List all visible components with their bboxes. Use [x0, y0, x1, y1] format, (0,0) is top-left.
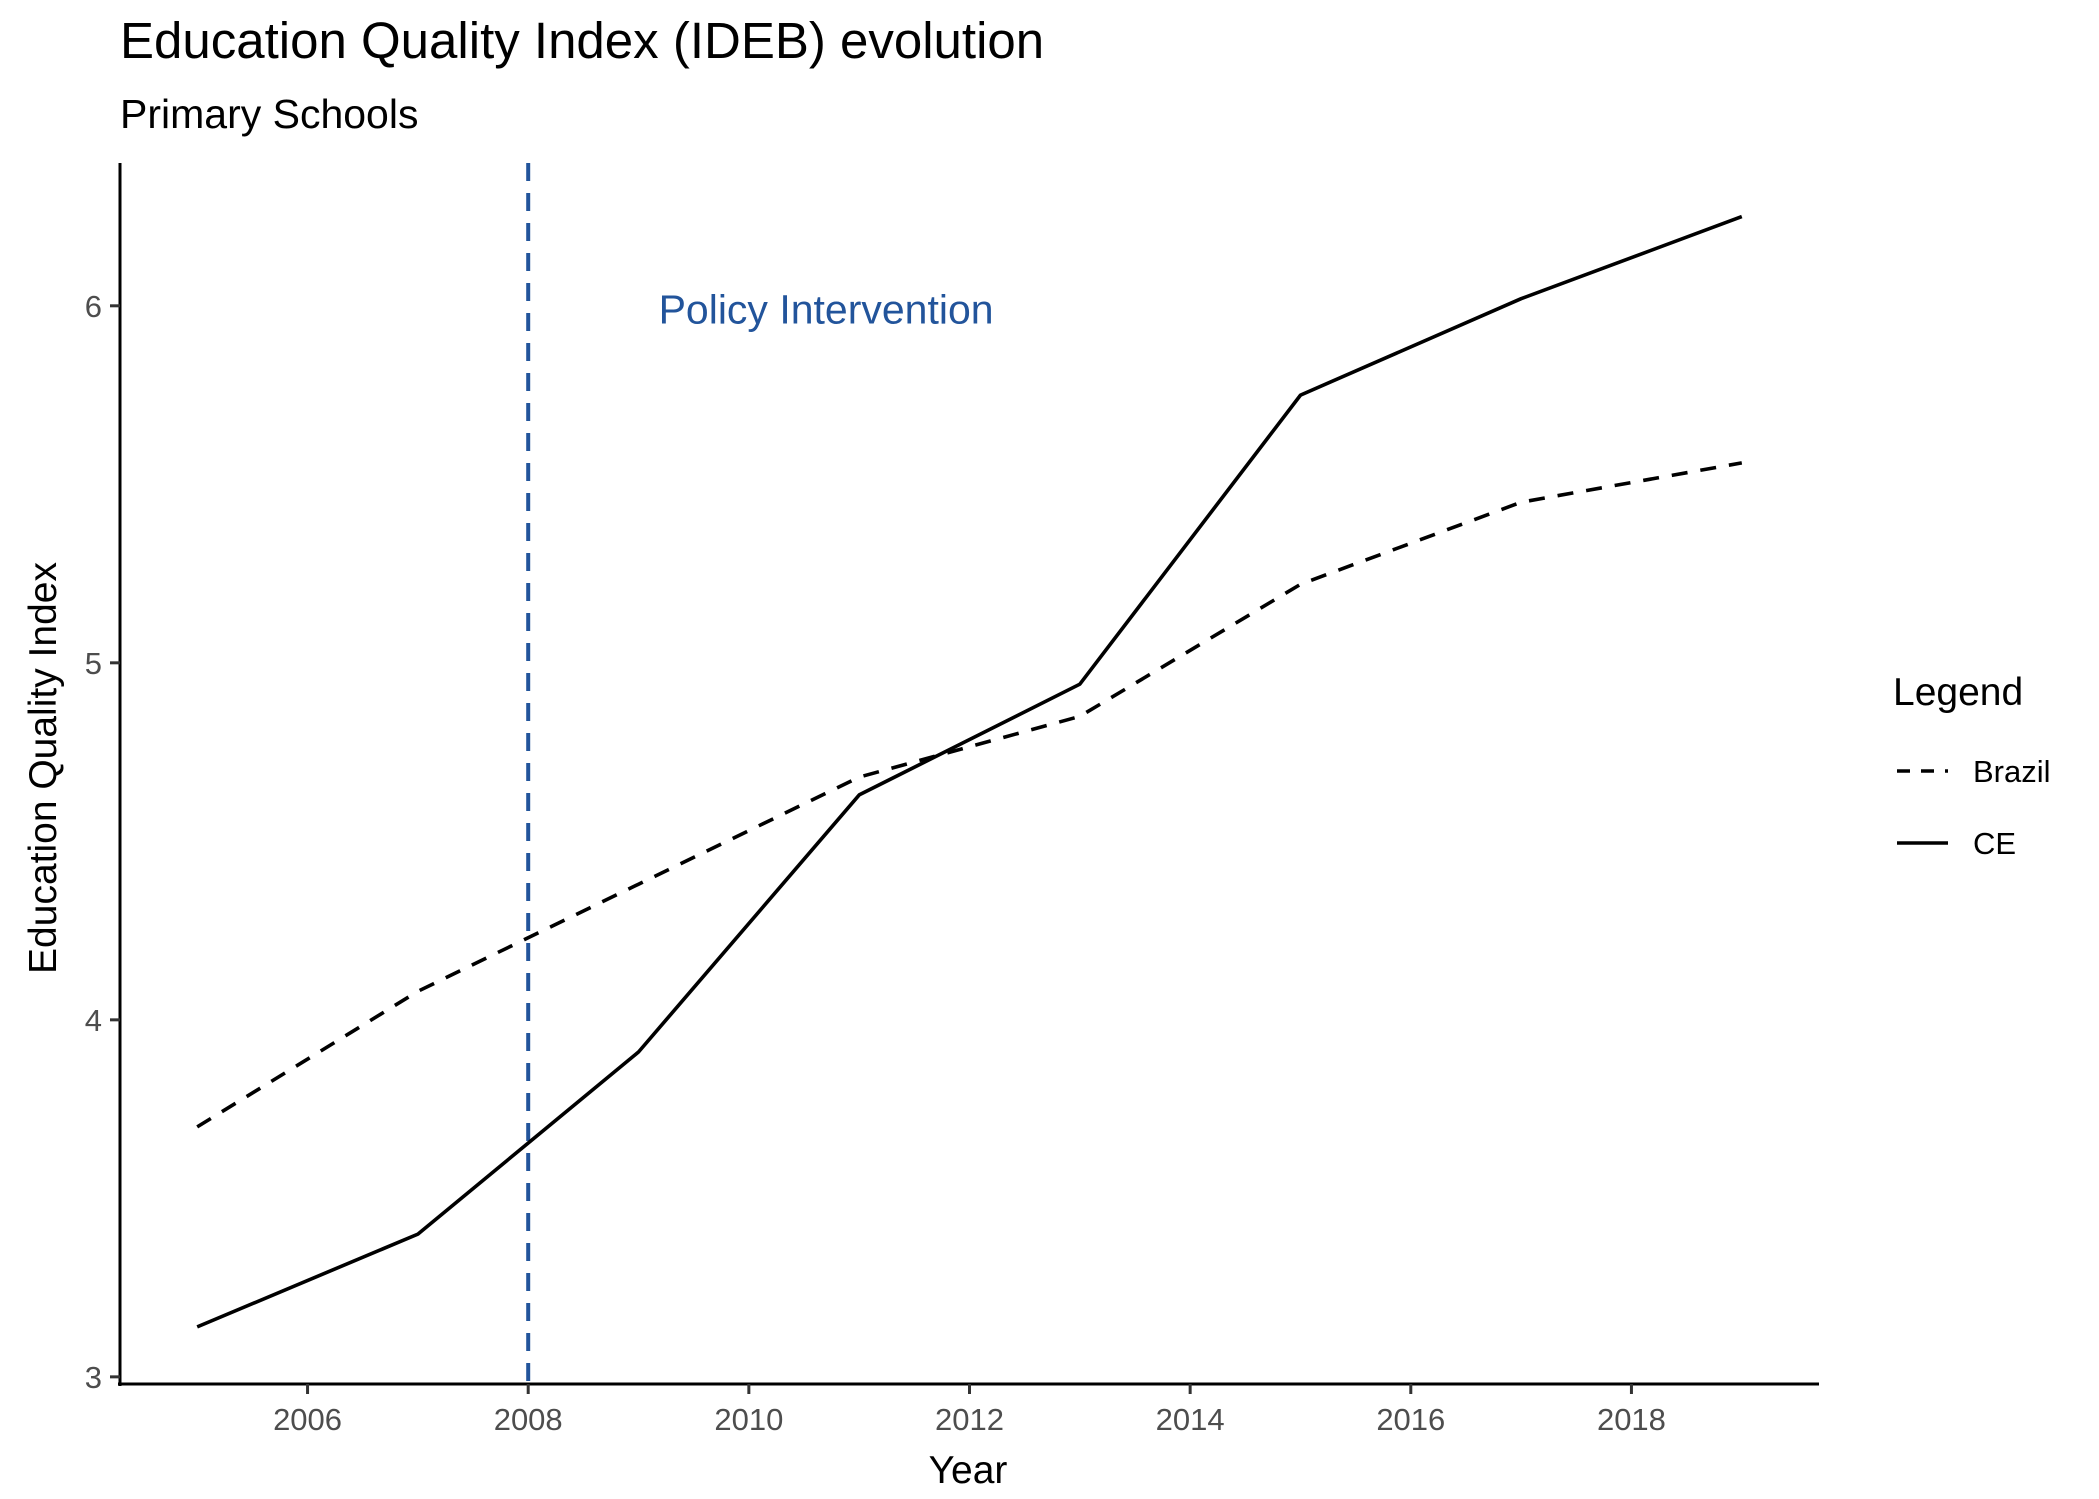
- y-tick-label: 5: [85, 646, 102, 681]
- chart-subtitle: Primary Schools: [120, 91, 418, 137]
- axes: 2006 2008 2010 2012 2014 2016 2018 3 4 5 6: [85, 163, 1819, 1437]
- x-tick-label: 2012: [935, 1402, 1004, 1437]
- annotation-label: Policy Intervention: [659, 286, 994, 332]
- legend-label-brazil: Brazil: [1973, 754, 2051, 789]
- y-tick-label: 6: [85, 289, 102, 324]
- y-axis-title: Education Quality Index: [22, 562, 65, 974]
- series-line-brazil: [196, 461, 1743, 1129]
- x-tick-label: 2008: [494, 1402, 563, 1437]
- y-tick-label: 4: [85, 1003, 102, 1038]
- legend-label-ce: CE: [1973, 826, 2016, 861]
- x-tick-label: 2006: [273, 1402, 342, 1437]
- series-line-ce: [196, 214, 1743, 1329]
- legend-title: Legend: [1893, 671, 2023, 714]
- plot-area: Policy Intervention: [196, 163, 1743, 1384]
- chart-title: Education Quality Index (IDEB) evolution: [120, 12, 1044, 69]
- x-tick-label: 2014: [1156, 1402, 1225, 1437]
- x-tick-label: 2016: [1376, 1402, 1445, 1437]
- y-tick-label: 3: [85, 1360, 102, 1395]
- legend: Legend Brazil CE: [1893, 671, 2051, 861]
- x-tick-label: 2010: [714, 1402, 783, 1437]
- x-tick-label: 2018: [1597, 1402, 1666, 1437]
- x-axis-title: Year: [929, 1449, 1008, 1492]
